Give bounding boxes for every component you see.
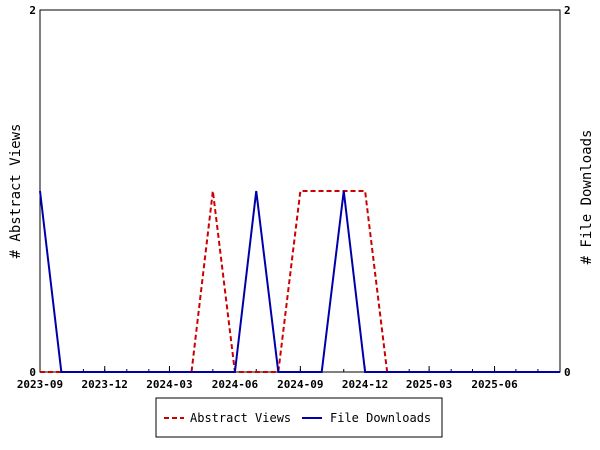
y-left-tick-label: 0	[29, 366, 36, 379]
series-line-file-downloads	[39, 190, 560, 373]
x-tick-label: 2024-09	[277, 378, 323, 391]
x-axis: 2023-09 2023-12 2024-03 2024-06 2024-09 2024-…	[17, 366, 561, 391]
y-left-tick-label: 2	[29, 4, 36, 17]
legend-box	[155, 397, 443, 438]
x-tick-label: 2023-12	[82, 378, 128, 391]
legend: Abstract Views File Downloads	[155, 397, 443, 438]
legend-label-abstract-views: Abstract Views	[190, 411, 291, 425]
legend-label-file-downloads: File Downloads	[330, 411, 431, 425]
x-tick-label: 2023-09	[17, 378, 63, 391]
x-tick-label: 2024-06	[212, 378, 259, 391]
y-right-tick-label: 0	[564, 366, 571, 379]
y-right-axis-title: # File Downloads	[579, 130, 595, 265]
x-tick-label: 2024-03	[146, 378, 192, 391]
series-layer	[39, 190, 560, 373]
plot-area	[39, 9, 561, 373]
x-tick-label: 2025-03	[406, 378, 452, 391]
x-tick-label: 2025-06	[471, 378, 518, 391]
y-left-axis-title: # Abstract Views	[8, 124, 24, 259]
y-right-tick-label: 2	[564, 4, 571, 17]
x-tick-label: 2024-12	[342, 378, 388, 391]
